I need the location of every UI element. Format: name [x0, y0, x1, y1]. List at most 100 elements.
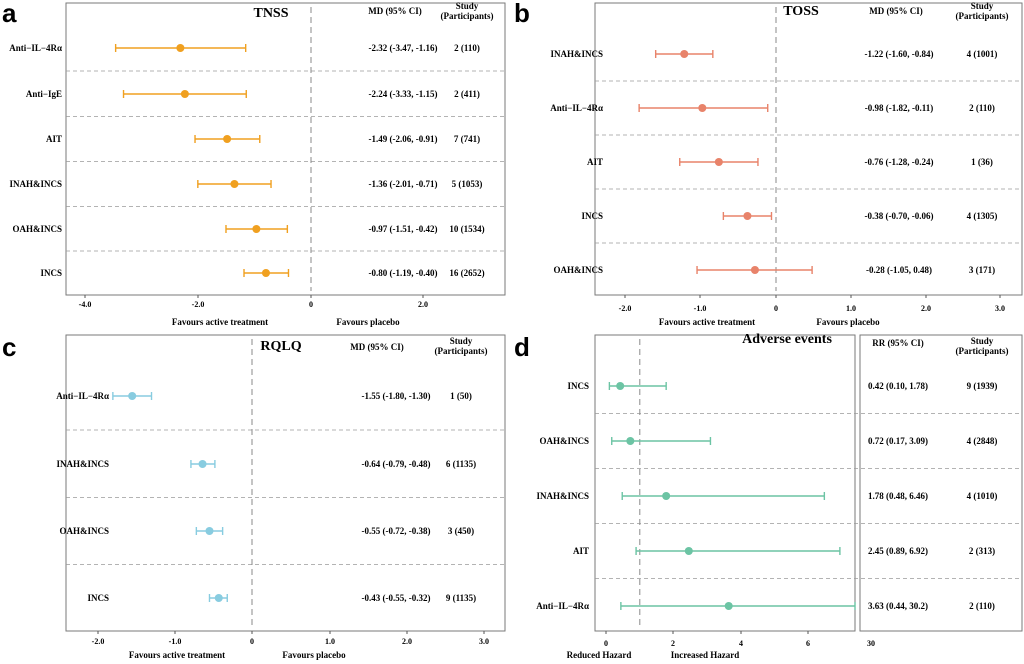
forest-row: INCS -0.38 (-0.70, -0.06) 4 (1305) — [581, 211, 997, 221]
row-label: Anti−IL−4Rα — [56, 391, 109, 401]
row-label: Anti−IL−4Rα — [536, 601, 589, 611]
row-label: AIT — [573, 546, 589, 556]
ci-value: -0.76 (-1.28, -0.24) — [865, 157, 934, 167]
study-count: 3 (171) — [969, 265, 995, 275]
right-favours-caption: Increased Hazard — [671, 650, 740, 660]
plot-title: TNSS — [253, 6, 288, 21]
point-estimate — [180, 90, 189, 98]
row-label: INAH&INCS — [56, 459, 109, 469]
row-label: AIT — [587, 157, 603, 167]
study-count: 4 (1001) — [967, 49, 998, 59]
point-estimate — [223, 135, 232, 143]
study-count: 4 (1010) — [967, 491, 998, 501]
row-label: INAH&INCS — [550, 49, 603, 59]
x-tick-label: 0 — [309, 300, 313, 309]
study-column-header-line1: Study — [971, 1, 994, 11]
ci-value: 1.78 (0.48, 6.46) — [868, 491, 928, 501]
ci-value: -0.38 (-0.70, -0.06) — [865, 211, 934, 221]
x-tick-label: 1.0 — [846, 304, 856, 313]
row-label: Anti−IL−4Rα — [9, 43, 62, 53]
point-estimate — [205, 527, 214, 535]
study-count: 2 (110) — [454, 43, 480, 53]
ci-value: -1.49 (-2.06, -0.91) — [369, 134, 438, 144]
point-estimate — [684, 547, 693, 555]
ci-column-header: MD (95% CI) — [350, 342, 404, 352]
x-tick-label: -1.0 — [694, 304, 707, 313]
forest-row: Anti−IL−4Rα -1.55 (-1.80, -1.30) 1 (50) — [56, 391, 472, 401]
forest-row: OAH&INCS -0.55 (-0.72, -0.38) 3 (450) — [59, 526, 474, 536]
plot-title: Adverse events — [742, 332, 832, 347]
x-tick-label: 3.0 — [995, 304, 1005, 313]
study-count: 10 (1534) — [449, 224, 484, 234]
study-count: 9 (1939) — [967, 381, 998, 391]
ci-value: 0.42 (0.10, 1.78) — [868, 381, 928, 391]
panel-letter: c — [2, 332, 16, 362]
point-estimate — [698, 104, 707, 112]
row-label: Anti−IgE — [26, 89, 62, 99]
panel-c: c RQLQ MD (95% CI) Study(Participants) Anti−… — [2, 332, 506, 660]
ci-value: -0.80 (-1.19, -0.40) — [369, 268, 438, 278]
study-count: 16 (2652) — [449, 268, 484, 278]
ci-value: -0.43 (-0.55, -0.32) — [362, 593, 431, 603]
left-favours-caption: Favours active treatment — [129, 650, 225, 660]
point-estimate — [714, 158, 723, 166]
row-label: INCS — [40, 268, 62, 278]
ci-column-header: RR (95% CI) — [872, 338, 924, 348]
point-estimate — [128, 392, 137, 400]
panel-letter: a — [2, 0, 17, 28]
study-count: 7 (741) — [454, 134, 480, 144]
panel-b: b TOSS MD (95% CI) Study(Participants) INAH&… — [514, 0, 1023, 327]
ci-column-header: MD (95% CI) — [368, 6, 422, 16]
point-estimate — [626, 437, 635, 445]
forest-row: AIT 2.45 (0.89, 6.92) 2 (313) — [573, 546, 995, 556]
x-tick-label: 4 — [739, 639, 743, 648]
study-count: 1 (50) — [450, 391, 472, 401]
panel-letter: b — [514, 0, 530, 28]
point-estimate — [176, 44, 185, 52]
row-label: INCS — [87, 593, 109, 603]
point-estimate — [750, 266, 759, 274]
x-tick-label: 0 — [604, 639, 608, 648]
forest-row: INCS -0.80 (-1.19, -0.40) 16 (2652) — [40, 268, 484, 278]
plot-title: RQLQ — [260, 339, 301, 354]
ci-value: -2.32 (-3.47, -1.16) — [369, 43, 438, 53]
ci-value: -1.55 (-1.80, -1.30) — [362, 391, 431, 401]
x-tick-label: 1.0 — [325, 637, 335, 646]
study-column-header-line2: (Participants) — [441, 11, 494, 21]
forest-row: INAH&INCS -1.36 (-2.01, -0.71) 5 (1053) — [9, 179, 482, 189]
row-label: INCS — [581, 211, 603, 221]
point-estimate — [198, 460, 207, 468]
panel-frame — [594, 334, 856, 632]
study-count: 6 (1135) — [446, 459, 476, 469]
x-tick-label: 6 — [806, 639, 810, 648]
forest-row: OAH&INCS -0.97 (-1.51, -0.42) 10 (1534) — [12, 224, 484, 234]
ci-value: -0.55 (-0.72, -0.38) — [362, 526, 431, 536]
point-estimate — [724, 602, 733, 610]
study-count: 5 (1053) — [452, 179, 483, 189]
table-frame — [859, 334, 1023, 632]
row-label: OAH&INCS — [553, 265, 603, 275]
ci-value: -0.98 (-1.82, -0.11) — [865, 103, 934, 113]
forest-row: Anti−IgE -2.24 (-3.33, -1.15) 2 (411) — [26, 89, 480, 99]
x-tick-label: 0 — [774, 304, 778, 313]
right-favours-caption: Favours placebo — [816, 317, 880, 327]
ci-value: -1.22 (-1.60, -0.84) — [865, 49, 934, 59]
row-label: AIT — [46, 134, 62, 144]
study-count: 4 (2848) — [967, 436, 998, 446]
ci-value: -0.64 (-0.79, -0.48) — [362, 459, 431, 469]
forest-row: AIT -1.49 (-2.06, -0.91) 7 (741) — [46, 134, 480, 144]
ci-column-header: MD (95% CI) — [869, 6, 923, 16]
forest-row: INCS -0.43 (-0.55, -0.32) 9 (1135) — [87, 593, 476, 603]
forest-row: Anti−IL−4Rα -0.98 (-1.82, -0.11) 2 (110) — [550, 103, 995, 113]
study-count: 2 (411) — [454, 89, 480, 99]
right-favours-caption: Favours placebo — [336, 317, 400, 327]
row-label: OAH&INCS — [12, 224, 62, 234]
row-label: INCS — [567, 381, 589, 391]
study-count: 2 (313) — [969, 546, 995, 556]
x-tick-label: 2.0 — [921, 304, 931, 313]
point-estimate — [252, 225, 261, 233]
ci-value: 2.45 (0.89, 6.92) — [868, 546, 928, 556]
study-count: 2 (110) — [969, 601, 995, 611]
forest-row: INAH&INCS -1.22 (-1.60, -0.84) 4 (1001) — [550, 49, 997, 59]
